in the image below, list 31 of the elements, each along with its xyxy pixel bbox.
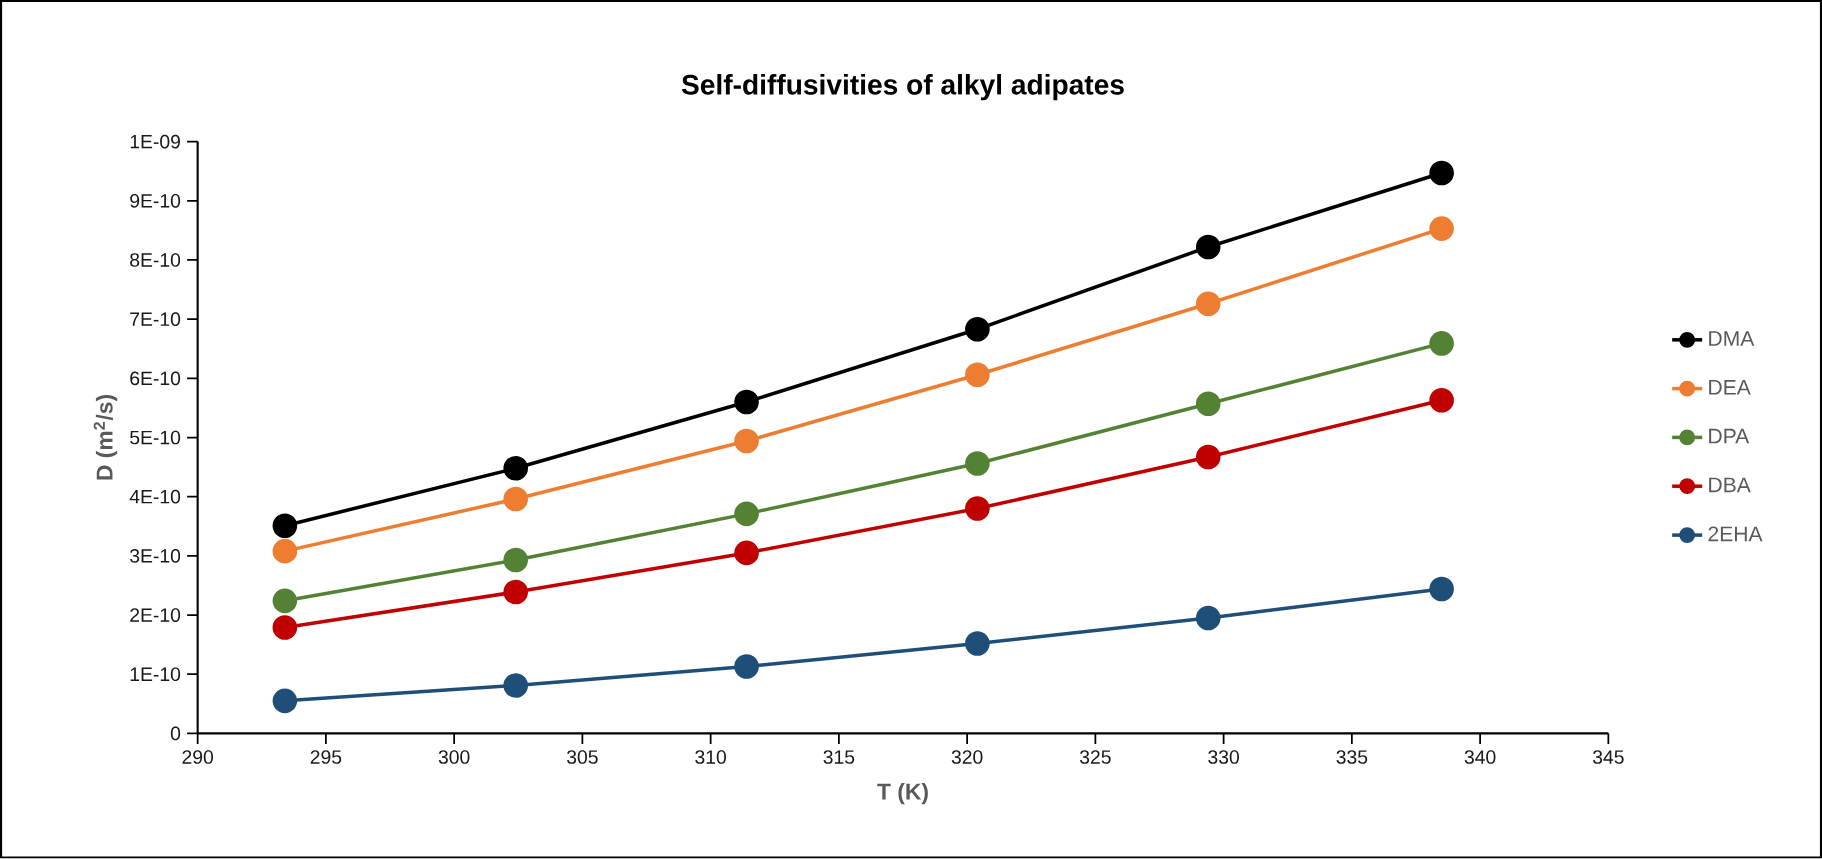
y-tick-label: 8E-10 xyxy=(130,253,181,268)
x-tick-label: 300 xyxy=(438,750,470,765)
y-tick-label: 4E-10 xyxy=(129,490,181,504)
x-tick-label: 340 xyxy=(1464,750,1496,765)
x-tick-label: 345 xyxy=(1592,750,1624,765)
x-tick-label: 305 xyxy=(567,750,598,765)
y-tick-label: 7E-10 xyxy=(130,312,181,327)
x-tick-label: 315 xyxy=(823,750,855,765)
y-tick-label: 5E-10 xyxy=(130,430,181,445)
chart-title: Self-diffusivities of alkyl adipates xyxy=(681,74,1124,101)
legend-label: DPA xyxy=(1709,429,1750,444)
x-tick-label: 310 xyxy=(695,750,726,765)
y-tick-label: 0 xyxy=(170,726,181,741)
y-tick-label: 3E-10 xyxy=(130,549,181,563)
legend-label: 2EHA xyxy=(1708,526,1763,542)
x-tick-label: 320 xyxy=(951,750,983,765)
legend-label: DMA xyxy=(1709,331,1755,346)
legend-label: DBA xyxy=(1709,477,1751,493)
y-tick-label: 1E-09 xyxy=(130,135,180,149)
x-tick-label: 330 xyxy=(1208,750,1239,765)
y-tick-label: 9E-10 xyxy=(130,194,181,208)
x-tick-label: 295 xyxy=(310,750,342,765)
x-tick-label: 335 xyxy=(1336,750,1368,765)
y-tick-label: 6E-10 xyxy=(130,371,181,386)
y-tick-label: 1E-10 xyxy=(130,667,181,682)
x-tick-label: 325 xyxy=(1079,750,1111,765)
legend-label: DEA xyxy=(1709,380,1751,395)
y-tick-label: 2E-10 xyxy=(130,608,181,623)
x-axis-title: T (K) xyxy=(877,783,928,805)
y-axis-title: D (m$^{2}$/s) xyxy=(93,395,118,480)
x-tick-label: 290 xyxy=(182,750,214,765)
